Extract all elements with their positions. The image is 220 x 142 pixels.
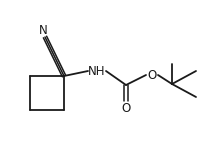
Text: O: O — [121, 102, 131, 114]
Text: N: N — [39, 23, 47, 36]
Text: NH: NH — [88, 64, 106, 78]
Text: O: O — [147, 68, 157, 82]
